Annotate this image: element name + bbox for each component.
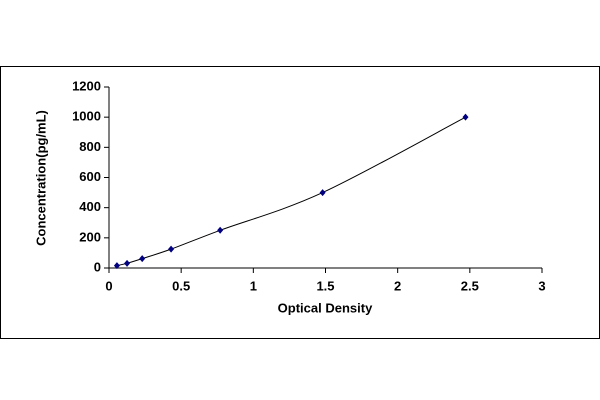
y-tick-label: 1200 — [72, 78, 101, 93]
y-tick-label: 0 — [94, 259, 101, 274]
data-point — [168, 245, 175, 253]
y-tick-label: 800 — [79, 139, 101, 154]
y-tick-label: 600 — [79, 169, 101, 184]
y-tick-label: 400 — [79, 199, 101, 214]
x-axis-title: Optical Density — [278, 300, 373, 315]
data-point — [113, 262, 120, 270]
data-point — [217, 226, 224, 234]
x-tick-label: 2 — [394, 278, 401, 293]
y-tick-label: 1000 — [72, 109, 101, 124]
y-axis-title: Concentration(pg/mL) — [33, 110, 48, 246]
x-tick-label: 2.5 — [461, 278, 479, 293]
x-tick-label: 1.5 — [316, 278, 334, 293]
data-point — [319, 189, 326, 197]
x-tick-label: 0 — [105, 278, 112, 293]
x-tick-label: 0.5 — [172, 278, 190, 293]
data-point — [124, 259, 131, 267]
y-tick-label: 200 — [79, 229, 101, 244]
fit-curve — [116, 116, 466, 267]
x-tick-label: 3 — [538, 278, 545, 293]
data-point — [462, 113, 469, 121]
x-tick-label: 1 — [250, 278, 257, 293]
data-point — [139, 255, 146, 263]
